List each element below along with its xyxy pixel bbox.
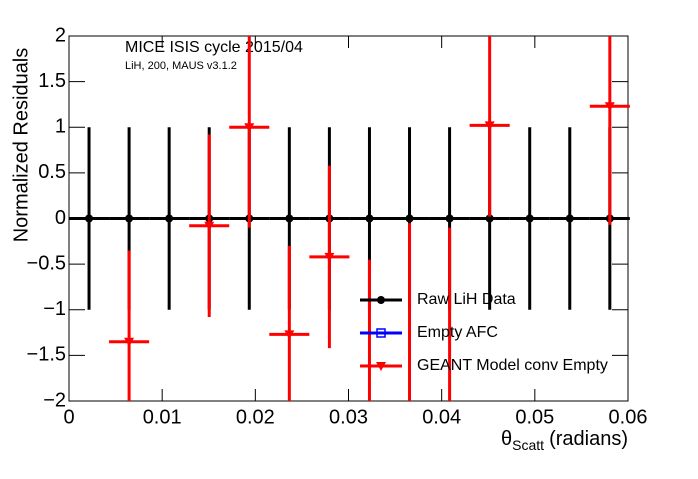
x-tick-label: 0.04 — [422, 406, 461, 428]
x-tick-label: 0 — [63, 406, 74, 428]
marker — [244, 123, 255, 133]
chart-subtitle: LiH, 200, MAUS v3.1.2 — [125, 60, 237, 72]
marker — [85, 214, 94, 223]
marker — [284, 330, 295, 340]
x-tick-label: 0.06 — [609, 406, 648, 428]
y-tick-label: −2 — [43, 389, 66, 411]
marker — [285, 214, 294, 223]
marker — [204, 221, 215, 231]
legend-label: GEANT Model conv Empty — [417, 357, 608, 374]
y-axis-label: Normalized Residuals — [10, 48, 32, 243]
y-tick-label: 0.5 — [38, 161, 66, 183]
marker — [165, 214, 174, 223]
marker — [377, 296, 385, 304]
y-tick-label: 0 — [55, 207, 66, 229]
legend-label: Empty AFC — [417, 324, 498, 341]
x-tick-label: 0.03 — [329, 406, 368, 428]
marker — [405, 214, 414, 223]
x-label-unit: (radians) — [549, 428, 628, 450]
y-tick-label: −1 — [43, 298, 66, 320]
x-tick-label: 0.05 — [515, 406, 554, 428]
y-tick-label: −1.5 — [27, 344, 66, 366]
marker — [604, 102, 615, 112]
y-tick-label: −0.5 — [27, 252, 66, 274]
marker — [365, 214, 374, 223]
marker — [484, 121, 495, 131]
x-tick-label: 0.02 — [236, 406, 275, 428]
legend-label: Raw LiH Data — [417, 291, 516, 308]
marker — [376, 328, 386, 338]
y-tick-label: 1 — [55, 116, 66, 138]
x-label-symbol: θ — [501, 428, 512, 450]
x-tick-label: 0.01 — [143, 406, 182, 428]
marker — [324, 252, 335, 262]
x-label-subscript: Scatt — [512, 437, 544, 453]
marker — [125, 214, 134, 223]
marker — [565, 214, 574, 223]
marker — [485, 214, 494, 223]
chart-title: MICE ISIS cycle 2015/04 — [125, 39, 303, 56]
marker — [445, 214, 454, 223]
marker — [124, 337, 135, 347]
y-tick-label: 2 — [55, 24, 66, 46]
x-axis-label: θScatt (radians) — [501, 428, 628, 452]
marker — [525, 214, 534, 223]
y-tick-label: 1.5 — [38, 70, 66, 92]
marker — [376, 362, 386, 371]
